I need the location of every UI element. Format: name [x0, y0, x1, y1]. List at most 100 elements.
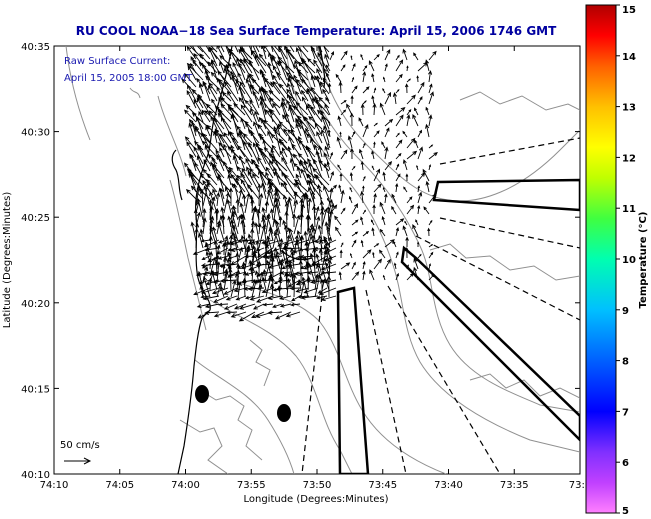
current-vector [283, 239, 301, 246]
current-vector [196, 155, 204, 172]
current-vector [197, 143, 211, 165]
x-tick-label: 74:10 [40, 480, 69, 491]
current-vector [326, 275, 332, 298]
current-vector [323, 185, 330, 200]
current-vector [362, 100, 367, 105]
legend-line-1: Raw Surface Current: [64, 56, 170, 67]
colorbar-tick-label: 10 [622, 255, 636, 266]
current-vector [289, 157, 295, 172]
current-vector [293, 74, 302, 95]
current-vector [423, 206, 430, 215]
current-vector [360, 216, 364, 226]
current-vector [323, 247, 337, 255]
current-vector [218, 78, 232, 95]
current-vector [315, 253, 323, 277]
current-vector [349, 172, 353, 182]
current-vector [413, 52, 419, 61]
current-vector [247, 286, 265, 292]
current-vector [272, 227, 279, 249]
current-vector [395, 54, 400, 61]
current-vector [275, 311, 292, 320]
current-vector [348, 195, 353, 204]
current-vector [217, 70, 232, 88]
current-vector [244, 99, 253, 109]
current-vector [253, 121, 260, 137]
current-vector [274, 187, 281, 207]
current-vector [222, 239, 238, 247]
current-vector [384, 91, 391, 105]
current-vector [239, 81, 253, 102]
current-vector [255, 46, 260, 53]
current-vector [243, 133, 253, 144]
current-vector [417, 81, 425, 94]
marker-ellipse-1 [195, 385, 209, 403]
current-vector [270, 155, 288, 172]
current-vector [371, 73, 375, 83]
current-vector [227, 174, 232, 186]
current-vector [362, 175, 366, 182]
current-vector [372, 251, 375, 259]
current-vector [194, 46, 204, 53]
current-vector [362, 261, 366, 270]
current-vector [200, 189, 205, 214]
current-vector [318, 145, 323, 158]
current-vector [247, 233, 253, 249]
current-vector [338, 271, 342, 281]
current-vector [252, 247, 265, 253]
x-axis-label: Longitude (Degrees:Minutes) [243, 494, 388, 505]
current-vector [329, 51, 335, 61]
current-vector [415, 219, 419, 226]
current-vector [230, 279, 237, 298]
current-vector [395, 139, 403, 149]
current-vector [336, 136, 342, 149]
current-vector [307, 225, 315, 249]
current-vector [241, 279, 256, 284]
current-vector [235, 295, 247, 301]
current-vector [202, 295, 220, 301]
current-vector [403, 186, 408, 193]
current-vector [395, 226, 400, 237]
current-vector [238, 48, 246, 60]
current-vector [304, 194, 309, 214]
current-vector [413, 257, 419, 270]
y-axis-label: Latitude (Degrees:Minutes) [2, 192, 13, 329]
current-vector [382, 274, 386, 281]
current-vector [406, 94, 416, 105]
current-vector [268, 177, 281, 193]
colorbar-tick-label: 9 [622, 306, 629, 317]
current-vector [216, 281, 222, 298]
current-vector [290, 250, 295, 270]
current-vector [242, 193, 247, 207]
current-vector [219, 278, 238, 284]
current-vector [406, 204, 415, 215]
current-vector [290, 128, 302, 151]
current-vector [284, 46, 295, 67]
current-vector [362, 65, 368, 72]
current-vector [230, 311, 247, 318]
current-vector [305, 278, 319, 283]
current-vector [239, 130, 253, 151]
current-vector [297, 61, 309, 74]
current-vector [384, 239, 395, 248]
current-vector [323, 162, 330, 179]
current-vector [340, 64, 346, 72]
current-vector [293, 239, 310, 246]
current-vector [290, 303, 301, 307]
scale-label: 50 cm/s [60, 440, 100, 451]
current-vector [211, 287, 229, 295]
current-vector [313, 59, 323, 74]
current-vector [204, 303, 220, 309]
current-vector [278, 138, 295, 158]
current-vector [417, 129, 422, 138]
colorbar-tick-label: 7 [622, 407, 629, 418]
current-vector [257, 123, 267, 137]
current-vector [295, 47, 302, 60]
current-vector [318, 159, 330, 172]
current-vector [202, 182, 210, 207]
current-vector [252, 303, 265, 310]
current-vector [196, 303, 211, 309]
current-vector [301, 276, 309, 298]
y-tick-label: 40:20 [21, 299, 50, 310]
current-vector [240, 263, 256, 270]
current-vector [231, 212, 239, 235]
